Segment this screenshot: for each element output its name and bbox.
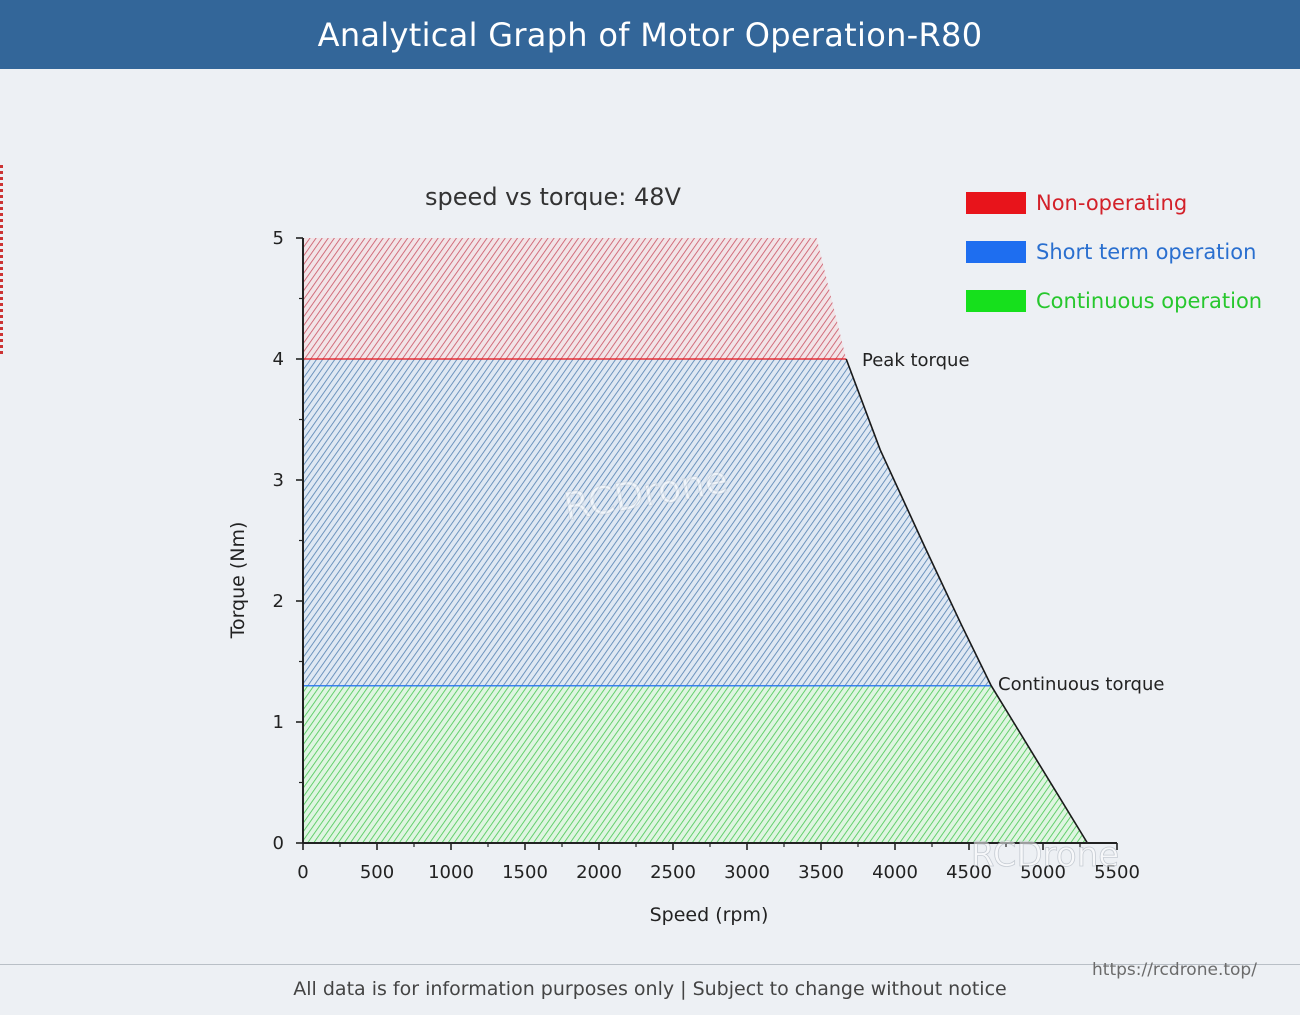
y-tick-label-1: 1 [273,712,284,733]
footer-url: https://rcdrone.top/ [1092,960,1257,980]
legend-item-non-operating: Non-operating [966,178,1262,227]
legend-swatch-short-term [966,240,1026,263]
area-non-operating [303,238,847,359]
legend-label-non-operating: Non-operating [1036,190,1188,215]
page-header: Analytical Graph of Motor Operation-R80 [0,0,1300,69]
y-tick-label-4: 4 [273,349,284,370]
left-edge-marks [0,165,3,355]
annotation-continuous-torque: Continuous torque [998,674,1164,695]
legend-swatch-continuous [966,289,1026,312]
x-tick-label-2000: 2000 [576,862,622,883]
x-tick-label-4500: 4500 [946,862,992,883]
page-title: Analytical Graph of Motor Operation-R80 [317,15,983,54]
torque-boundary-curve [845,358,1089,844]
legend-item-continuous: Continuous operation [966,276,1262,325]
chart-title: speed vs torque: 48V [425,183,681,211]
x-tick-label-0: 0 [297,862,308,883]
y-tick-label-3: 3 [273,470,284,491]
area-continuous-operation [303,685,1088,843]
x-tick-label-500: 500 [360,862,394,883]
x-axis-label: Speed (rpm) [650,904,769,926]
x-tick-label-1000: 1000 [428,862,474,883]
x-tick-label-3000: 3000 [724,862,770,883]
chart-areas [303,238,1088,843]
legend-swatch-non-operating [966,191,1026,214]
legend-label-short-term: Short term operation [1036,239,1257,264]
footer-divider [0,964,1300,965]
x-tick-label-3500: 3500 [798,862,844,883]
y-tick-label-2: 2 [273,591,284,612]
watermark-corner-logo: RCDrone [971,835,1119,875]
y-tick-label-0: 0 [273,833,284,854]
legend-item-short-term: Short term operation [966,227,1262,276]
y-axis-label: Torque (Nm) [227,522,249,640]
annotation-peak-torque: Peak torque [862,350,970,371]
x-tick-label-4000: 4000 [872,862,918,883]
x-tick-label-1500: 1500 [502,862,548,883]
footer-note: All data is for information purposes onl… [293,978,1007,1000]
chart-ticks: 0 500 1000 1500 2000 2500 3000 3500 4000 4500 5000… [273,228,1140,883]
legend-label-continuous: Continuous operation [1036,288,1263,313]
chart-legend: Non-operating Short term operation Conti… [966,178,1262,325]
area-short-term-operation [303,359,992,686]
y-tick-label-5: 5 [273,228,284,249]
x-tick-label-5500: 5500 [1094,862,1140,883]
x-tick-label-2500: 2500 [650,862,696,883]
x-tick-label-5000: 5000 [1020,862,1066,883]
